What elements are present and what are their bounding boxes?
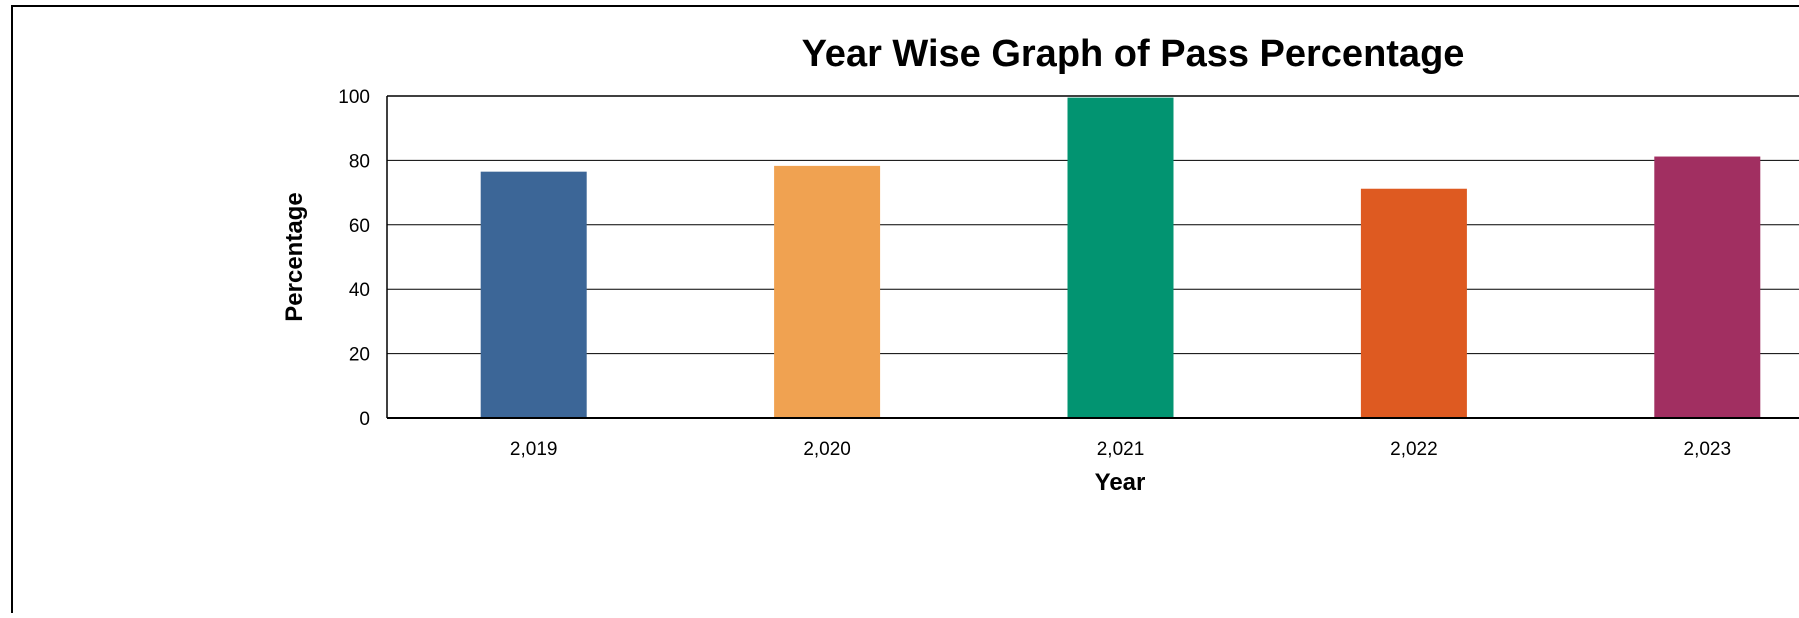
x-axis-ticks: 2,019 2,020 2,021 2,022 2,023 [510,439,1731,460]
bars [480,97,1761,419]
y-axis-ticks: 0 20 40 60 80 100 [338,87,370,430]
x-tick-label: 2,020 [803,439,851,460]
x-tick-label: 2,021 [1097,439,1145,460]
bar-2021 [1067,97,1174,419]
x-tick-label: 2,019 [510,439,558,460]
bar-2022 [1360,188,1467,418]
y-tick-label: 0 [359,409,370,430]
chart-title: Year Wise Graph of Pass Percentage [802,33,1465,75]
y-axis-label: Percentage [281,192,308,321]
bar-2023 [1654,156,1761,418]
y-tick-label: 40 [349,280,370,301]
x-axis-label: Year [1095,469,1146,496]
y-tick-label: 60 [349,216,370,237]
bar-2019 [480,171,587,418]
y-tick-label: 100 [338,87,370,108]
y-tick-label: 20 [349,345,370,366]
bar-2020 [774,165,881,418]
chart-frame [11,5,1799,618]
x-tick-label: 2,023 [1684,439,1732,460]
y-tick-label: 80 [349,151,370,172]
x-tick-label: 2,022 [1390,439,1438,460]
